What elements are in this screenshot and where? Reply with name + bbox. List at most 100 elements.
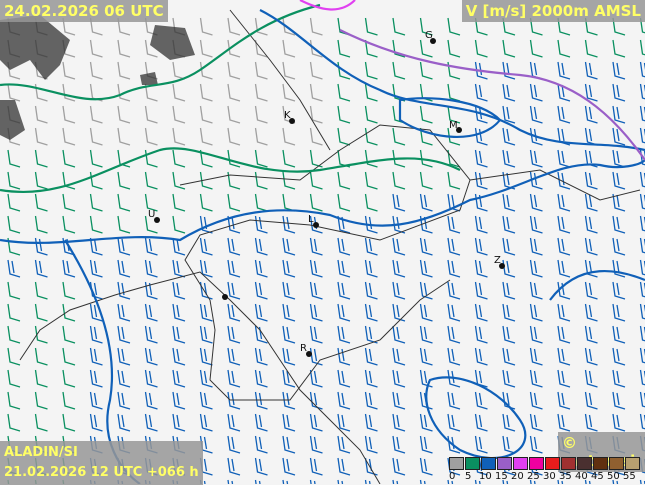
wind-barb: [531, 150, 543, 167]
wind-barb: [366, 150, 378, 167]
wind-barb: [63, 392, 75, 409]
wind-barb: [641, 392, 645, 409]
wind-barb: [283, 62, 295, 79]
wind-barb: [448, 238, 460, 255]
wind-barb: [586, 238, 598, 255]
parameter-label: V [m/s] 2000m AMSL: [462, 0, 645, 22]
legend-swatch: [529, 457, 544, 470]
wind-barb: [118, 260, 130, 277]
wind-barb: [503, 348, 515, 365]
wind-barb: [393, 370, 405, 387]
legend-tick: 50: [607, 471, 620, 482]
svg-text:L: L: [308, 214, 314, 225]
wind-barb: [338, 480, 350, 484]
wind-barb: [228, 326, 240, 343]
wind-barb: [173, 348, 185, 365]
wind-barb: [366, 348, 378, 365]
wind-barb: [531, 216, 543, 233]
wind-barb: [586, 282, 598, 299]
wind-barb: [531, 238, 543, 255]
wind-barb: [448, 282, 460, 299]
wind-barb: [613, 150, 625, 167]
wind-barb: [228, 128, 240, 145]
wind-barb: [228, 436, 240, 453]
wind-barb: [256, 282, 268, 299]
wind-barb: [201, 238, 213, 255]
wind-barb: [641, 326, 645, 343]
wind-barb: [448, 348, 460, 365]
svg-text:K: K: [284, 110, 291, 121]
wind-barb: [146, 326, 158, 343]
wind-barb: [531, 436, 543, 453]
wind-barb: [613, 40, 625, 57]
wind-barb: [146, 392, 158, 409]
wind-barb: [421, 304, 433, 321]
wind-barb: [283, 480, 295, 484]
wind-barb: [421, 172, 433, 189]
wind-barb: [531, 84, 543, 101]
legend-swatch: [625, 457, 640, 470]
wind-barb: [311, 62, 323, 79]
wind-barb: [613, 260, 625, 277]
wind-barb: [476, 304, 488, 321]
wind-barb: [146, 172, 158, 189]
wind-barb: [283, 194, 295, 211]
wind-barb: [421, 458, 433, 475]
wind-barb: [283, 370, 295, 387]
wind-barb: [531, 304, 543, 321]
wind-barb: [366, 172, 378, 189]
wind-barb: [173, 128, 185, 145]
wind-barb: [118, 392, 130, 409]
wind-barb: [393, 480, 405, 484]
svg-text:R: R: [300, 343, 307, 354]
wind-barb: [476, 216, 488, 233]
wind-barb: [256, 458, 268, 475]
wind-barb: [146, 348, 158, 365]
wind-barb: [201, 84, 213, 101]
wind-barb: [63, 62, 75, 79]
legend-tick: 10: [479, 471, 492, 482]
wind-barb: [256, 84, 268, 101]
wind-barb: [283, 458, 295, 475]
wind-barb: [91, 392, 103, 409]
wind-barb: [256, 194, 268, 211]
wind-barb: [256, 414, 268, 431]
wind-barb: [8, 414, 20, 431]
wind-barb: [586, 326, 598, 343]
wind-barb: [283, 304, 295, 321]
wind-barb: [118, 370, 130, 387]
wind-barb: [311, 414, 323, 431]
wind-barb: [338, 458, 350, 475]
wind-barb: [338, 106, 350, 123]
wind-barb: [476, 326, 488, 343]
wind-barb: [366, 62, 378, 79]
wind-barb: [283, 40, 295, 57]
wind-barb: [558, 304, 570, 321]
wind-barb: [91, 194, 103, 211]
wind-barb: [613, 304, 625, 321]
wind-barb: [283, 282, 295, 299]
wind-barb: [366, 282, 378, 299]
wind-barb: [366, 326, 378, 343]
wind-barb: [586, 260, 598, 277]
contour-blue: [0, 160, 645, 243]
wind-barb: [366, 304, 378, 321]
wind-barb: [201, 414, 213, 431]
wind-barb: [118, 348, 130, 365]
wind-barb: [641, 480, 645, 484]
wind-barb: [63, 84, 75, 101]
wind-barb: [393, 260, 405, 277]
legend-tick: 40: [575, 471, 588, 482]
wind-barb: [503, 326, 515, 343]
wind-barb: [173, 392, 185, 409]
wind-barb: [613, 326, 625, 343]
wind-barb: [228, 458, 240, 475]
hatched-area: [140, 72, 158, 85]
wind-barb: [256, 370, 268, 387]
wind-barb: [91, 150, 103, 167]
wind-barb: [173, 106, 185, 123]
wind-barb: [586, 348, 598, 365]
wind-barb: [338, 128, 350, 145]
wind-barb: [476, 392, 488, 409]
